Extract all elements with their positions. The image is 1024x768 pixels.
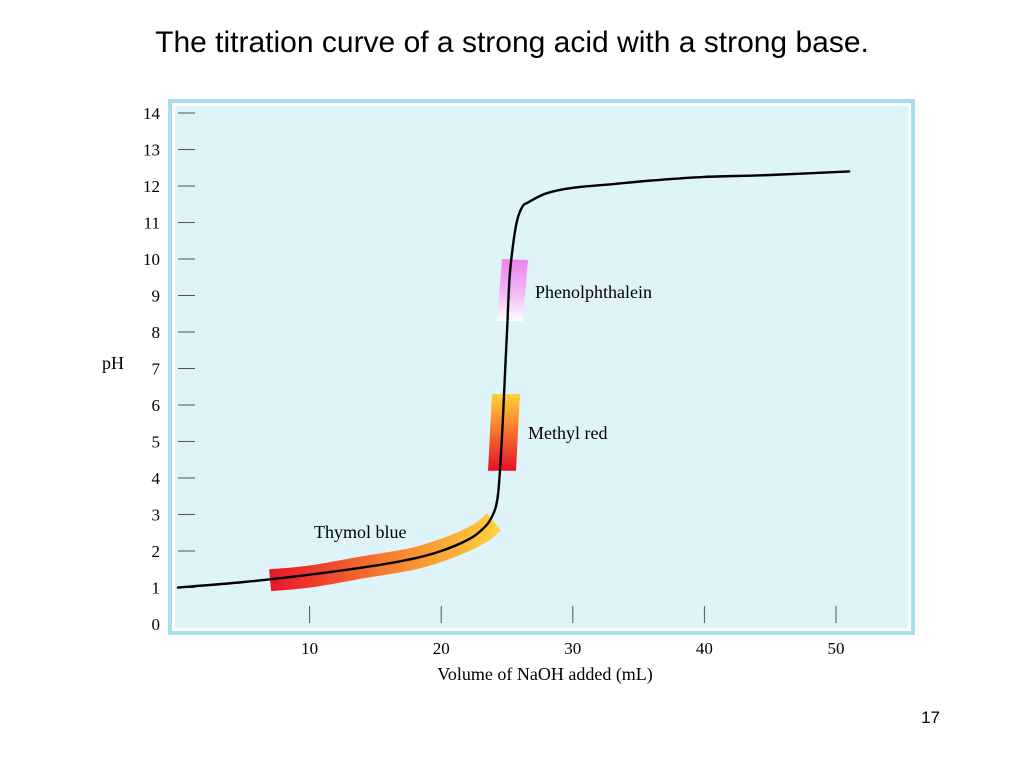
y-tick-label: 7: [152, 360, 161, 379]
slide-number: 17: [921, 708, 940, 727]
plot-area: [175, 106, 908, 628]
x-axis: 10 20 30 40 50: [301, 606, 845, 658]
methyl-red-band: [488, 394, 520, 471]
x-tick-label: 40: [696, 639, 713, 658]
x-tick-label: 50: [828, 639, 845, 658]
x-tick-label: 10: [301, 639, 318, 658]
thymol-blue-label: Thymol blue: [314, 522, 407, 542]
x-axis-label: Volume of NaOH added (mL): [437, 664, 653, 685]
y-tick-label: 9: [152, 287, 161, 306]
y-tick-label: 3: [152, 506, 161, 525]
slide-title: The titration curve of a strong acid wit…: [155, 26, 869, 59]
y-tick-label: 4: [152, 469, 161, 488]
y-tick-label: 8: [152, 323, 161, 342]
y-tick-label: 10: [143, 250, 160, 269]
y-tick-label: 5: [152, 433, 161, 452]
y-tick-label: 13: [143, 141, 160, 160]
y-tick-label: 6: [152, 396, 161, 415]
y-tick-label: 12: [143, 177, 160, 196]
titration-curve: [176, 170, 851, 589]
x-tick-label: 30: [564, 639, 581, 658]
y-tick-label: 14: [143, 104, 161, 123]
y-tick-label: 0: [152, 615, 161, 634]
phenolphthalein-band: [497, 259, 528, 322]
methyl-red-label: Methyl red: [528, 423, 607, 443]
y-tick-label: 2: [152, 542, 161, 561]
y-tick-label: 1: [152, 579, 161, 598]
phenolphthalein-label: Phenolphthalein: [535, 282, 652, 302]
y-axis-label: pH: [102, 353, 124, 373]
x-tick-label: 20: [433, 639, 450, 658]
y-tick-label: 11: [144, 214, 160, 233]
